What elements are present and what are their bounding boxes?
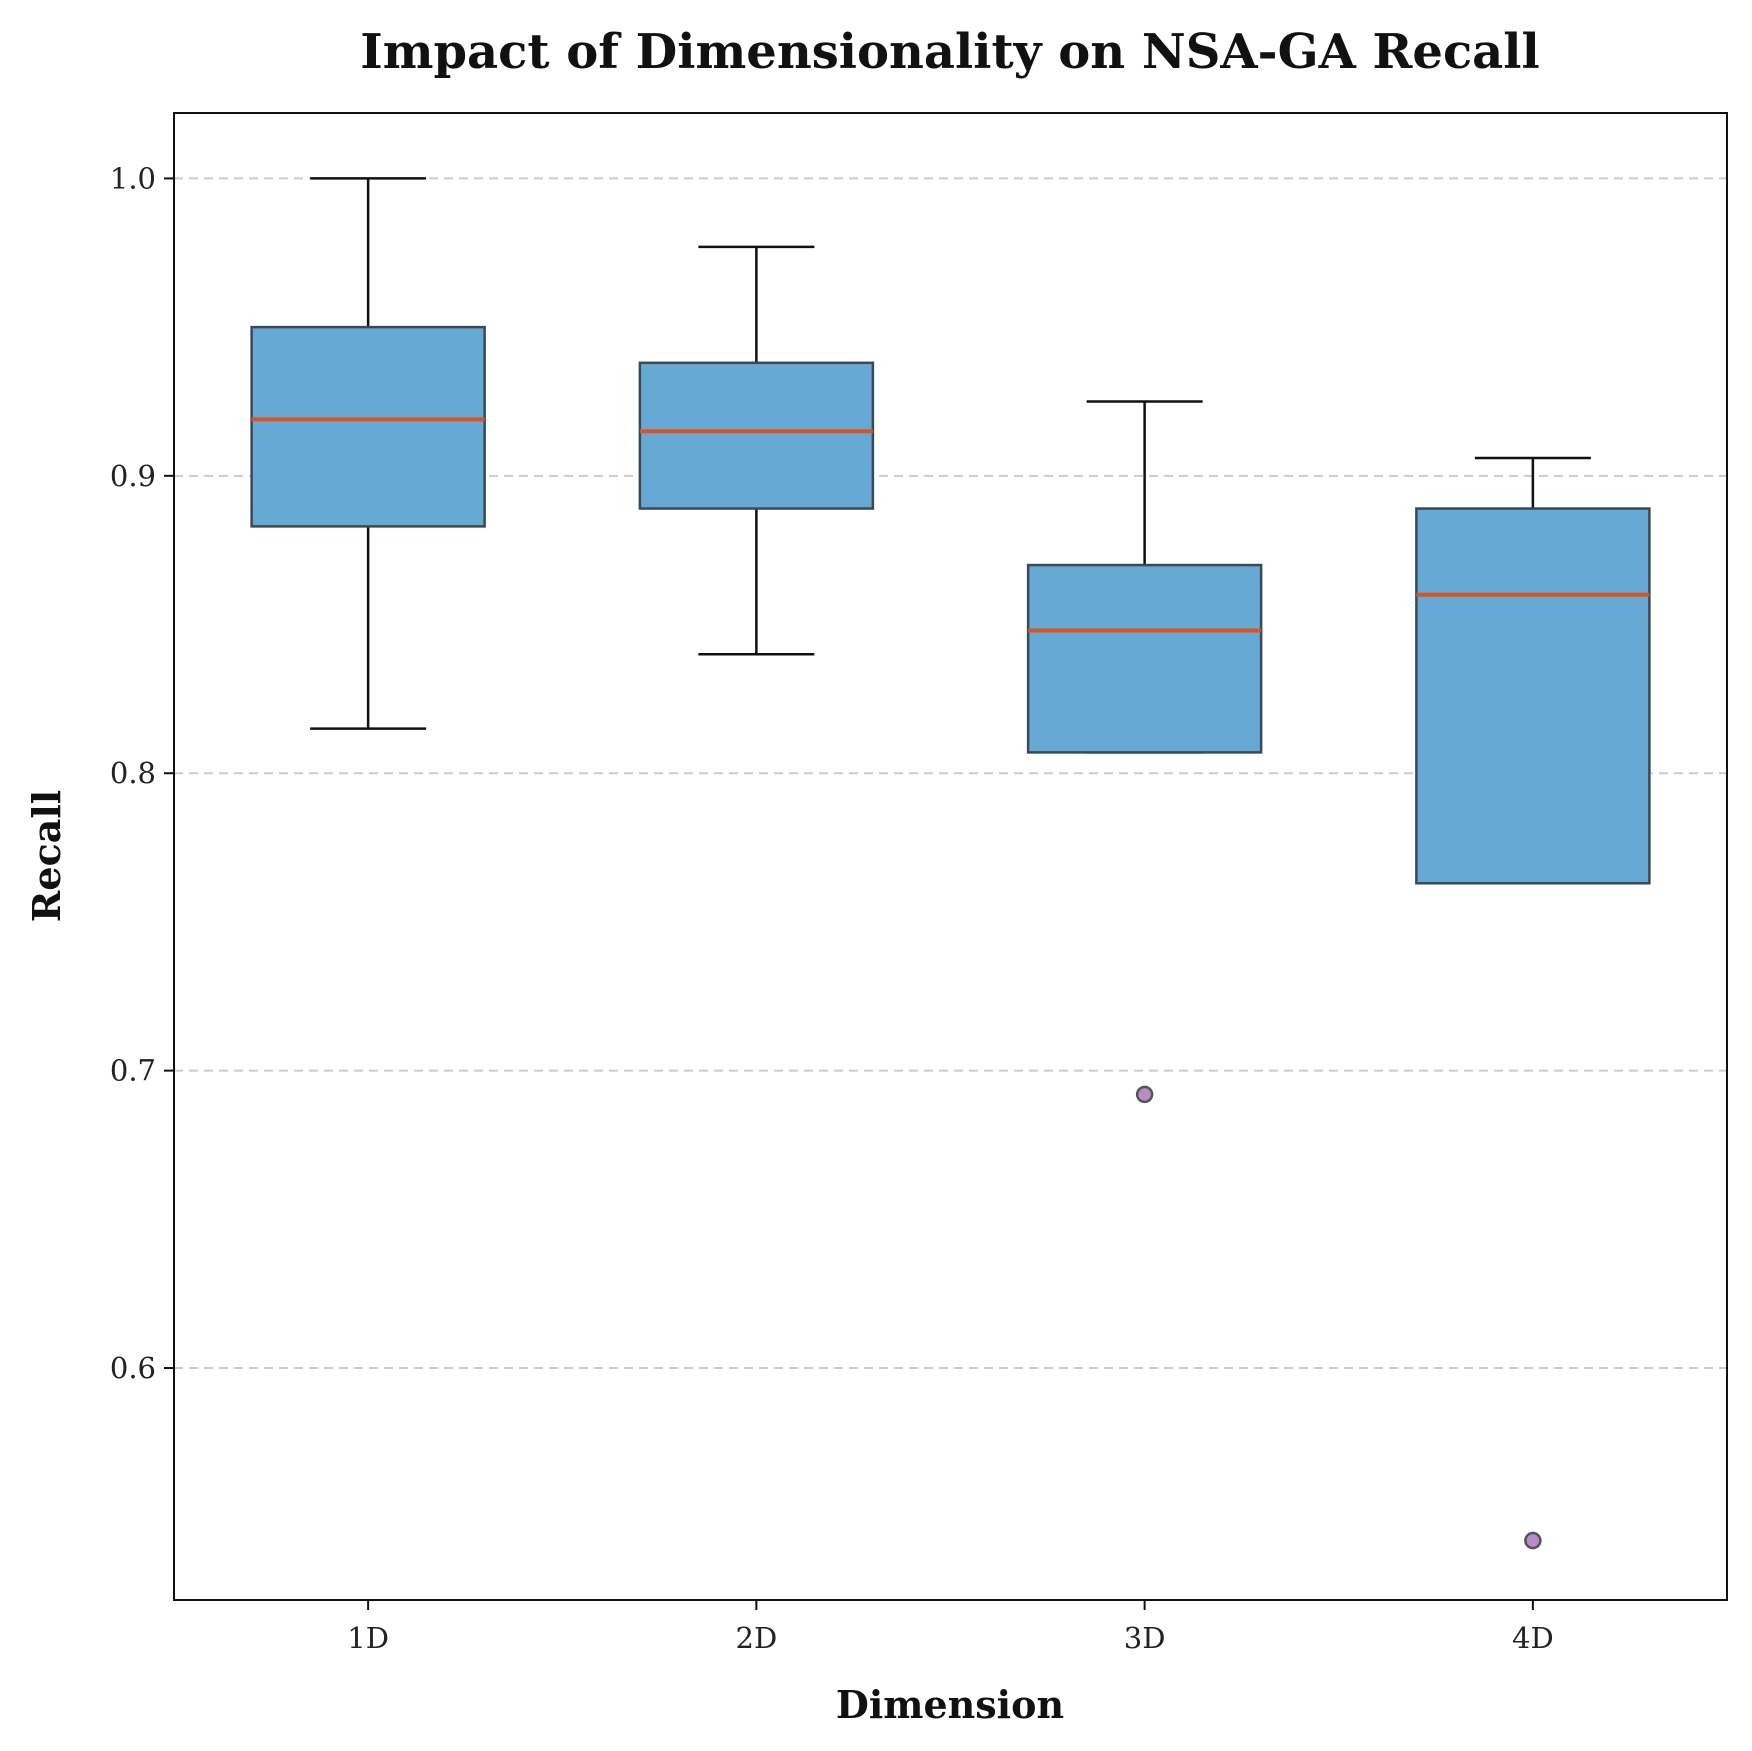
y-tick-label: 0.6 [110, 1351, 156, 1385]
y-axis-label: Recall [24, 790, 69, 922]
chart-title: Impact of Dimensionality on NSA-GA Recal… [360, 24, 1540, 80]
y-tick-label: 0.9 [110, 459, 156, 493]
x-tick-label: 2D [736, 1621, 778, 1655]
box-1D [250, 177, 486, 730]
y-axis-ticks: 0.6 0.7 0.8 0.9 1.0 [110, 161, 174, 1385]
x-axis-ticks: 1D 2D 3D 4D [347, 1600, 1554, 1655]
iqr-box [638, 361, 875, 510]
plot-area-frame [173, 112, 1728, 1601]
y-tick-label: 0.8 [110, 756, 156, 790]
x-tick-label: 4D [1512, 1621, 1554, 1655]
box-group [250, 177, 1651, 1550]
iqr-box [250, 325, 486, 528]
y-tick-label: 1.0 [110, 161, 156, 195]
outlier-point [1524, 1531, 1542, 1550]
box-3D [1026, 400, 1263, 1104]
y-tick-label: 0.7 [110, 1054, 156, 1088]
x-axis-label: Dimension [836, 1682, 1064, 1727]
x-tick-label: 1D [347, 1621, 389, 1655]
box-2D [638, 245, 875, 656]
outlier-point [1135, 1085, 1154, 1104]
iqr-box [1026, 563, 1263, 754]
iqr-box [1415, 507, 1651, 885]
x-tick-label: 3D [1124, 1621, 1166, 1655]
box-4D [1415, 456, 1651, 1550]
